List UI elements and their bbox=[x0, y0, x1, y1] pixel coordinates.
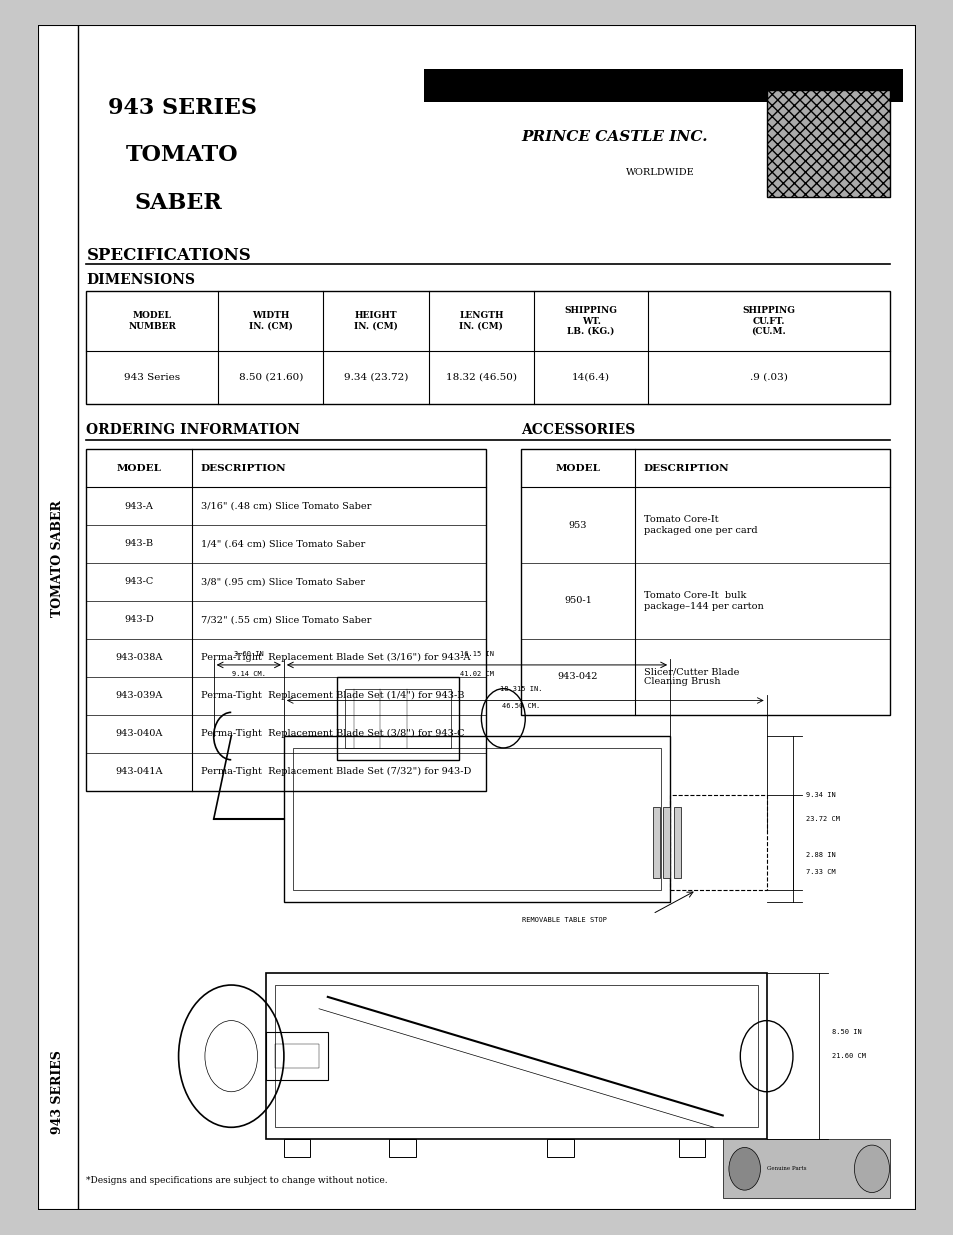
Text: Perma-Tight  Replacement Blade Set (3/16") for 943-A: Perma-Tight Replacement Blade Set (3/16"… bbox=[200, 653, 470, 662]
Bar bbox=[266, 1032, 328, 1079]
Bar bbox=[547, 1139, 573, 1157]
Text: LENGTH
IN. (CM): LENGTH IN. (CM) bbox=[458, 311, 503, 331]
Bar bbox=[652, 808, 659, 878]
Bar bbox=[274, 986, 757, 1128]
Bar bbox=[520, 450, 888, 715]
Bar bbox=[662, 808, 669, 878]
Text: SHIPPING
WT.
LB. (KG.): SHIPPING WT. LB. (KG.) bbox=[564, 306, 617, 336]
Circle shape bbox=[854, 1145, 888, 1193]
Text: ACCESSORIES: ACCESSORIES bbox=[520, 424, 635, 437]
Text: PRINCE CASTLE INC.: PRINCE CASTLE INC. bbox=[520, 131, 706, 144]
Text: 943-D: 943-D bbox=[124, 615, 153, 625]
Text: 3.60 IN: 3.60 IN bbox=[233, 651, 263, 657]
Bar bbox=[274, 1045, 318, 1068]
Bar bbox=[424, 69, 902, 101]
Text: 943 Series: 943 Series bbox=[124, 373, 180, 382]
Text: 953: 953 bbox=[568, 520, 586, 530]
Text: 9.34 (23.72): 9.34 (23.72) bbox=[343, 373, 408, 382]
Text: 46.50 CM.: 46.50 CM. bbox=[501, 703, 539, 709]
Text: 950-1: 950-1 bbox=[563, 597, 591, 605]
Text: DESCRIPTION: DESCRIPTION bbox=[200, 463, 286, 473]
Text: WORLDWIDE: WORLDWIDE bbox=[625, 168, 694, 178]
Text: 943-B: 943-B bbox=[125, 540, 153, 548]
Bar bbox=[87, 291, 888, 404]
Text: 18.315 IN.: 18.315 IN. bbox=[499, 687, 541, 692]
Text: 9.14 CM.: 9.14 CM. bbox=[232, 671, 266, 677]
Text: 23.72 CM: 23.72 CM bbox=[805, 816, 840, 823]
Bar bbox=[722, 1139, 888, 1198]
Text: Perma-Tight  Replacement Blade Set (3/8") for 943-C: Perma-Tight Replacement Blade Set (3/8")… bbox=[200, 729, 463, 739]
Text: ORDERING INFORMATION: ORDERING INFORMATION bbox=[87, 424, 300, 437]
Text: Tomato Core-It  bulk
package–144 per carton: Tomato Core-It bulk package–144 per cart… bbox=[643, 592, 762, 610]
Text: .9 (.03): .9 (.03) bbox=[749, 373, 787, 382]
Bar bbox=[87, 450, 485, 790]
Text: MODEL: MODEL bbox=[116, 463, 161, 473]
Text: 21.60 CM: 21.60 CM bbox=[832, 1053, 865, 1060]
Text: 1/4" (.64 cm) Slice Tomato Saber: 1/4" (.64 cm) Slice Tomato Saber bbox=[200, 540, 364, 548]
Text: SABER: SABER bbox=[134, 191, 222, 214]
Text: MODEL
NUMBER: MODEL NUMBER bbox=[129, 311, 176, 331]
Bar bbox=[389, 1139, 416, 1157]
Text: 2.88 IN: 2.88 IN bbox=[805, 852, 835, 857]
Text: 14(6.4): 14(6.4) bbox=[572, 373, 610, 382]
Text: 3/16" (.48 cm) Slice Tomato Saber: 3/16" (.48 cm) Slice Tomato Saber bbox=[200, 501, 371, 510]
Text: REMOVABLE TABLE STOP: REMOVABLE TABLE STOP bbox=[521, 916, 607, 923]
Text: 3/8" (.95 cm) Slice Tomato Saber: 3/8" (.95 cm) Slice Tomato Saber bbox=[200, 578, 364, 587]
Text: DESCRIPTION: DESCRIPTION bbox=[643, 463, 729, 473]
Text: 9.34 IN: 9.34 IN bbox=[805, 793, 835, 798]
Text: DIMENSIONS: DIMENSIONS bbox=[87, 273, 195, 287]
Bar bbox=[679, 1139, 704, 1157]
Text: 7.33 CM: 7.33 CM bbox=[805, 869, 835, 876]
Bar bbox=[740, 1139, 766, 1157]
Text: 943-041A: 943-041A bbox=[115, 767, 163, 776]
Bar bbox=[284, 736, 669, 902]
Text: MODEL: MODEL bbox=[555, 463, 599, 473]
Text: Perma-Tight  Replacement Blade Set (7/32") for 943-D: Perma-Tight Replacement Blade Set (7/32"… bbox=[200, 767, 471, 776]
Text: HEIGHT
IN. (CM): HEIGHT IN. (CM) bbox=[354, 311, 397, 331]
Text: Tomato Core-It
packaged one per card: Tomato Core-It packaged one per card bbox=[643, 515, 757, 535]
Text: TOMATO SABER: TOMATO SABER bbox=[51, 500, 64, 616]
Bar bbox=[669, 795, 766, 890]
Text: 943-C: 943-C bbox=[124, 578, 153, 587]
Text: Perma-Tight  Replacement Blade Set (1/4") for 943-B: Perma-Tight Replacement Blade Set (1/4")… bbox=[200, 692, 463, 700]
Text: SPECIFICATIONS: SPECIFICATIONS bbox=[87, 247, 251, 264]
Text: *Designs and specifications are subject to change without notice.: *Designs and specifications are subject … bbox=[87, 1176, 388, 1186]
Text: 943 SERIES: 943 SERIES bbox=[109, 96, 257, 119]
Text: 16.15 IN: 16.15 IN bbox=[459, 651, 494, 657]
Text: TOMATO: TOMATO bbox=[126, 144, 238, 167]
Text: 943 SERIES: 943 SERIES bbox=[51, 1050, 64, 1134]
Text: 943-038A: 943-038A bbox=[115, 653, 163, 662]
Text: 943-A: 943-A bbox=[125, 501, 153, 510]
Text: 8.50 (21.60): 8.50 (21.60) bbox=[238, 373, 303, 382]
Text: SHIPPING
CU.FT.
(CU.M.: SHIPPING CU.FT. (CU.M. bbox=[741, 306, 795, 336]
Text: Genuine Parts: Genuine Parts bbox=[766, 1166, 805, 1171]
Text: Slicer/Cutter Blade
Cleaning Brush: Slicer/Cutter Blade Cleaning Brush bbox=[643, 667, 739, 687]
Text: 943-042: 943-042 bbox=[558, 672, 598, 682]
Text: 41.02 CM: 41.02 CM bbox=[459, 671, 494, 677]
Text: 18.32 (46.50): 18.32 (46.50) bbox=[445, 373, 517, 382]
Text: 7/32" (.55 cm) Slice Tomato Saber: 7/32" (.55 cm) Slice Tomato Saber bbox=[200, 615, 371, 625]
Text: WIDTH
IN. (CM): WIDTH IN. (CM) bbox=[249, 311, 293, 331]
Bar bbox=[336, 677, 459, 760]
Bar bbox=[293, 748, 660, 890]
Text: 943-040A: 943-040A bbox=[115, 729, 163, 739]
Bar bbox=[766, 90, 888, 196]
Circle shape bbox=[728, 1147, 760, 1191]
Bar bbox=[345, 689, 450, 748]
Bar bbox=[266, 973, 766, 1139]
Text: 943-039A: 943-039A bbox=[115, 692, 163, 700]
Bar bbox=[284, 1139, 310, 1157]
Text: 8.50 IN: 8.50 IN bbox=[832, 1030, 862, 1035]
Bar bbox=[673, 808, 679, 878]
